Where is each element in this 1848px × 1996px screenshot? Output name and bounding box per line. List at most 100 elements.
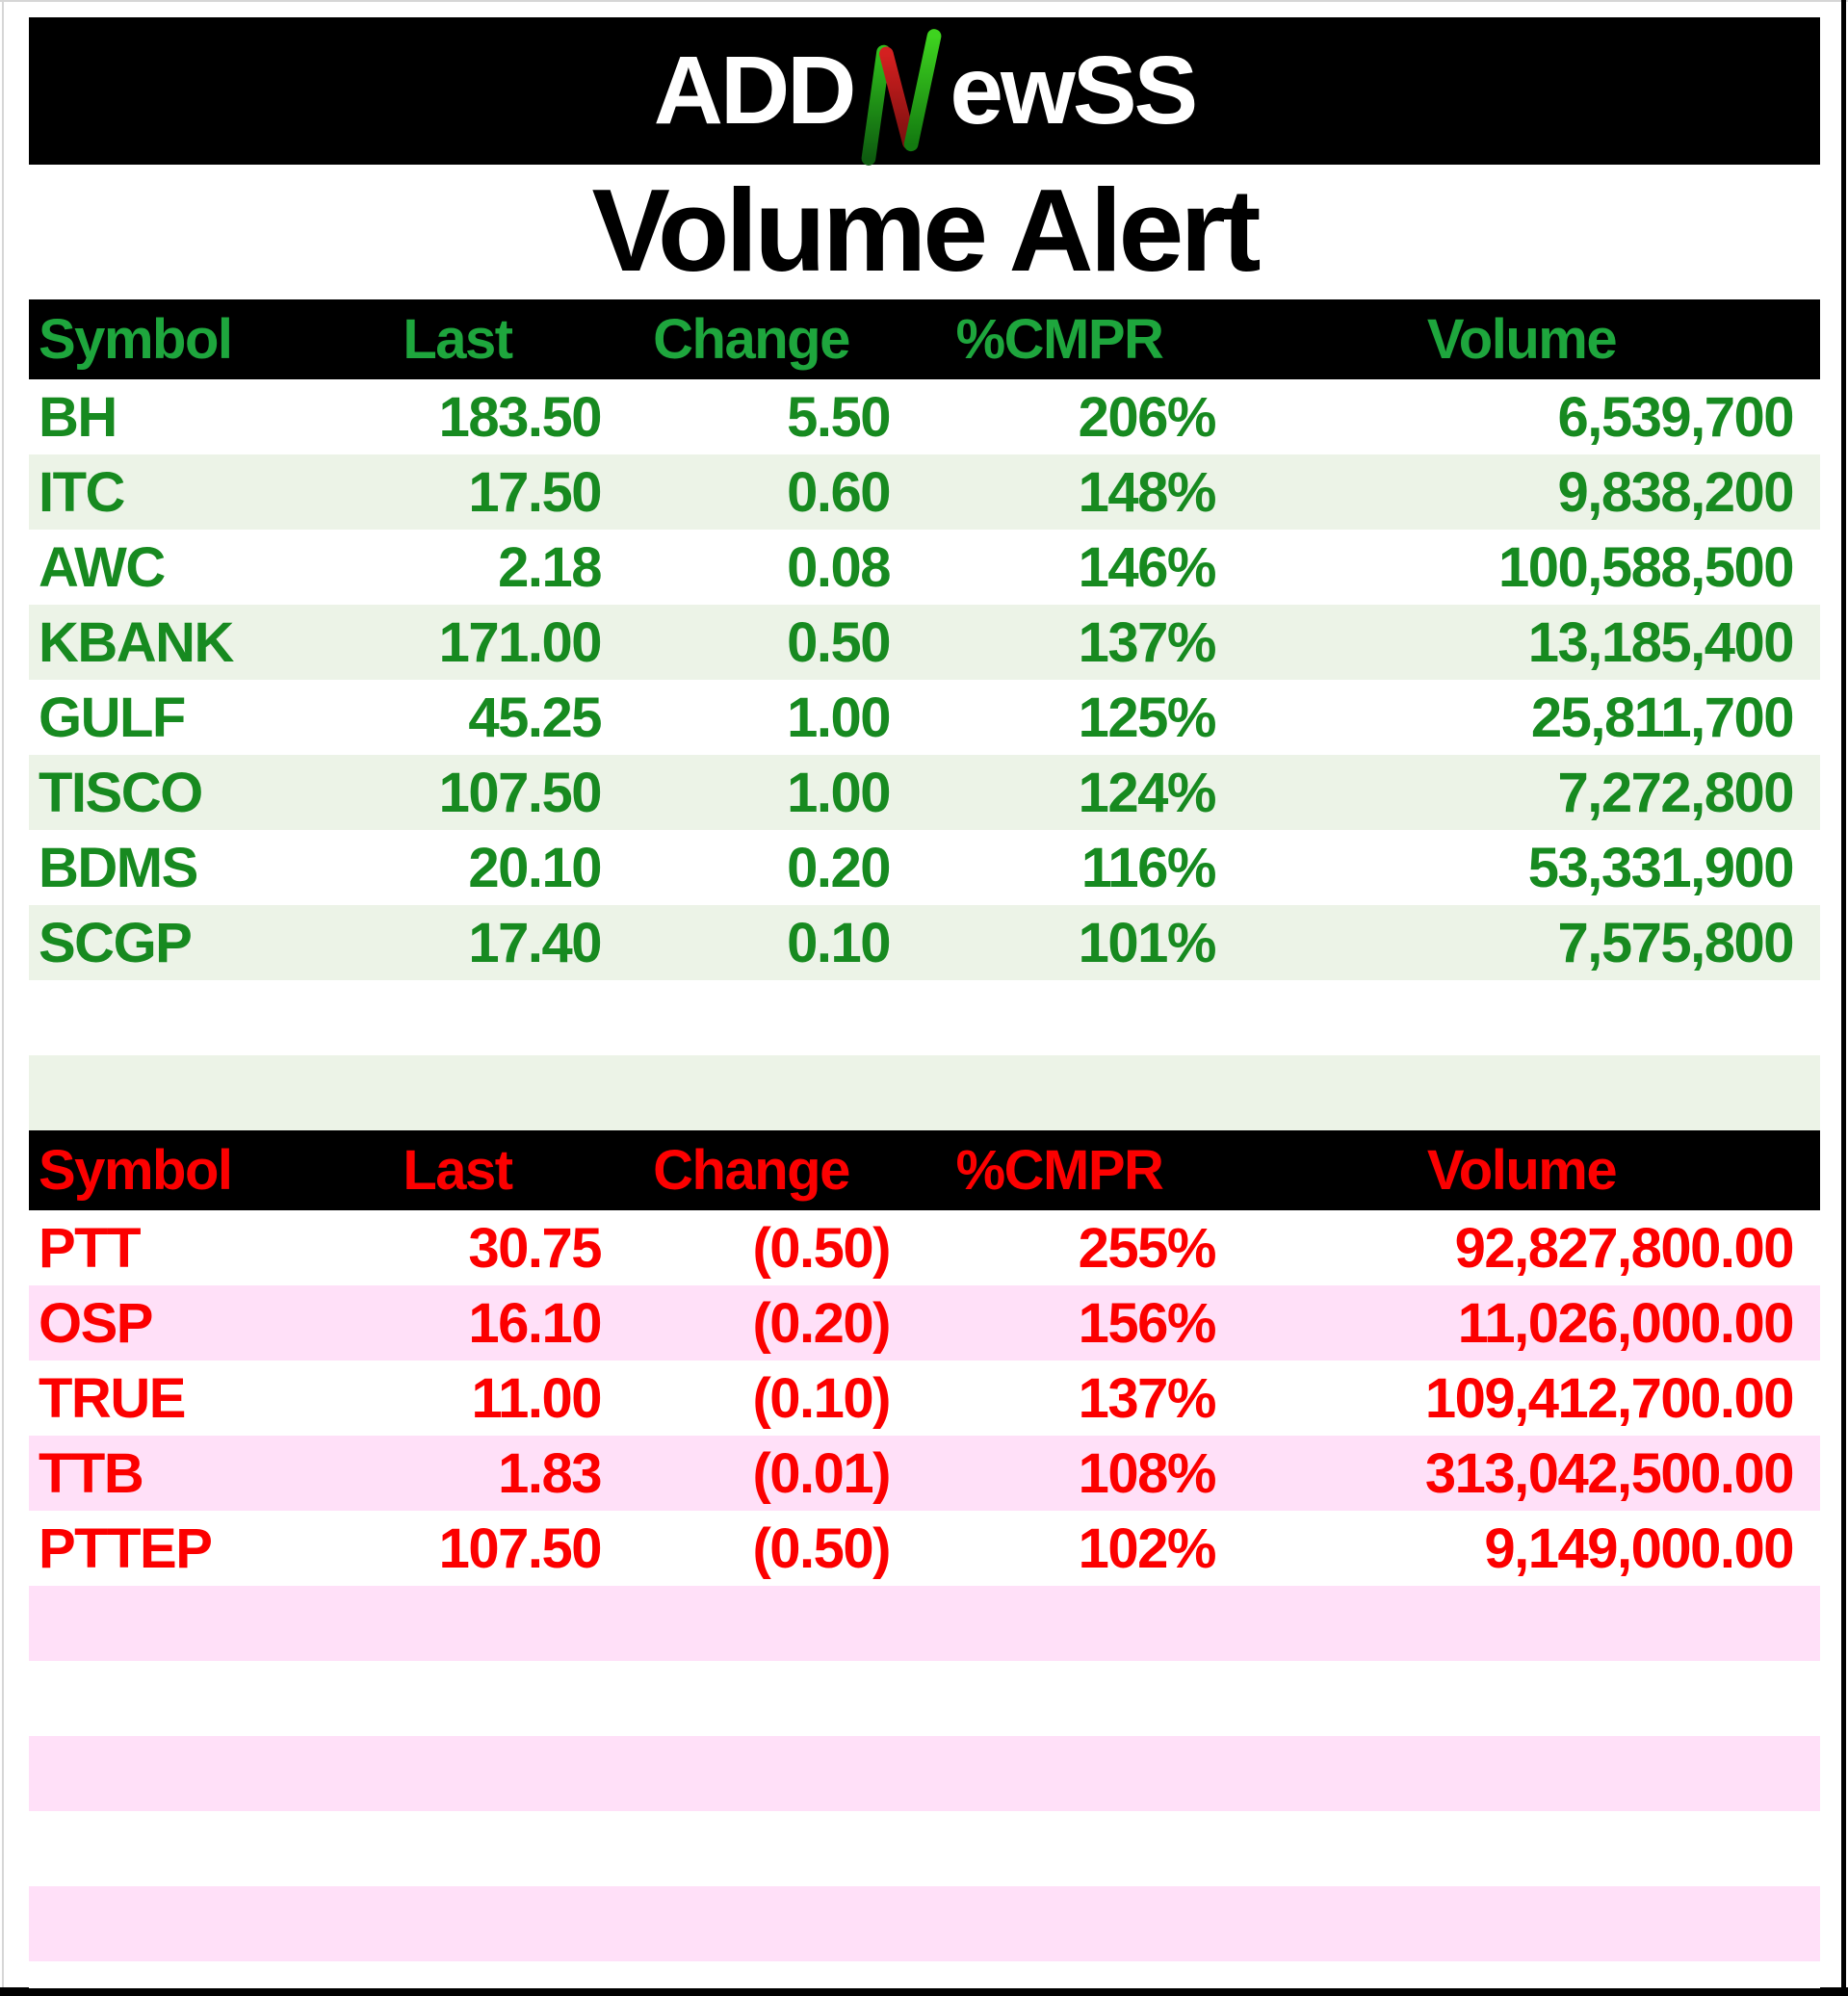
cell-last: 16.10 bbox=[468, 1291, 602, 1355]
cell-change: (0.01) bbox=[752, 1441, 891, 1505]
gainers-header-row: Symbol Last Change %CMPR Volume bbox=[29, 299, 1820, 379]
cell-cmpr: 137% bbox=[1078, 1366, 1217, 1430]
table-row: TTB 1.83 (0.01) 108% 313,042,500.00 bbox=[29, 1436, 1820, 1511]
table-row: ITC 17.50 0.60 148% 9,838,200 bbox=[29, 454, 1820, 530]
cell-symbol: TISCO bbox=[39, 761, 203, 824]
cell-volume: 9,838,200 bbox=[1557, 460, 1794, 524]
empty-cell bbox=[29, 1736, 1820, 1811]
cell-change: (0.20) bbox=[752, 1291, 891, 1355]
content: ADD bbox=[29, 17, 1820, 1988]
cell-symbol: KBANK bbox=[39, 610, 234, 674]
empty-row bbox=[29, 1811, 1820, 1886]
gainers-table: Symbol Last Change %CMPR Volume BH 183.50… bbox=[29, 299, 1820, 1130]
cell-volume: 13,185,400 bbox=[1527, 610, 1795, 674]
table-row: PTTEP 107.50 (0.50) 102% 9,149,000.00 bbox=[29, 1511, 1820, 1586]
cell-symbol: TTB bbox=[39, 1441, 144, 1505]
logo-text-prefix: ADD bbox=[653, 37, 857, 144]
cell-symbol: SCGP bbox=[39, 911, 193, 974]
table-row: TRUE 11.00 (0.10) 137% 109,412,700.00 bbox=[29, 1361, 1820, 1436]
cell-last: 20.10 bbox=[468, 836, 602, 899]
cell-volume: 53,331,900 bbox=[1527, 836, 1795, 899]
table-row: PTT 30.75 (0.50) 255% 92,827,800.00 bbox=[29, 1210, 1820, 1285]
cell-symbol: PTTEP bbox=[39, 1516, 213, 1580]
logo-n-icon bbox=[857, 25, 946, 169]
cell-symbol: OSP bbox=[39, 1291, 154, 1355]
cell-cmpr: 206% bbox=[1078, 385, 1217, 449]
cell-change: 0.60 bbox=[787, 460, 891, 524]
gainers-col-symbol: Symbol bbox=[39, 308, 233, 371]
frame-right-border bbox=[1841, 0, 1846, 1996]
table-row: AWC 2.18 0.08 146% 100,588,500 bbox=[29, 530, 1820, 605]
cell-last: 171.00 bbox=[438, 610, 603, 674]
table-row: GULF 45.25 1.00 125% 25,811,700 bbox=[29, 680, 1820, 755]
logo-bar: ADD bbox=[29, 17, 1820, 166]
cell-last: 17.50 bbox=[468, 460, 602, 524]
cell-cmpr: 124% bbox=[1078, 761, 1217, 824]
gainers-col-last: Last bbox=[403, 308, 513, 371]
empty-row bbox=[29, 1586, 1820, 1661]
gainers-col-volume: Volume bbox=[1426, 308, 1618, 371]
cell-symbol: BDMS bbox=[39, 836, 198, 899]
empty-row bbox=[29, 980, 1820, 1055]
cell-last: 107.50 bbox=[438, 761, 603, 824]
gainers-body: BH 183.50 5.50 206% 6,539,700 ITC 17.50 0.60 148… bbox=[29, 379, 1820, 1130]
cell-change: (0.50) bbox=[752, 1216, 891, 1280]
empty-cell bbox=[29, 1811, 1820, 1886]
cell-change: 0.08 bbox=[787, 535, 891, 599]
cell-last: 11.00 bbox=[471, 1366, 603, 1430]
empty-row bbox=[29, 1055, 1820, 1130]
cell-change: (0.50) bbox=[752, 1516, 891, 1580]
cell-cmpr: 108% bbox=[1078, 1441, 1217, 1505]
empty-cell bbox=[29, 1886, 1820, 1961]
cell-change: 0.20 bbox=[787, 836, 891, 899]
empty-row bbox=[29, 1886, 1820, 1961]
cell-cmpr: 125% bbox=[1078, 686, 1217, 749]
cell-change: (0.10) bbox=[752, 1366, 891, 1430]
empty-row bbox=[29, 1736, 1820, 1811]
cell-cmpr: 146% bbox=[1078, 535, 1217, 599]
cell-volume: 6,539,700 bbox=[1557, 385, 1794, 449]
losers-col-change: Change bbox=[653, 1139, 850, 1202]
cell-volume: 313,042,500.00 bbox=[1424, 1441, 1795, 1505]
cell-last: 17.40 bbox=[468, 911, 602, 974]
gainers-col-cmpr: %CMPR bbox=[955, 308, 1164, 371]
table-row: BDMS 20.10 0.20 116% 53,331,900 bbox=[29, 830, 1820, 905]
cell-volume: 11,026,000.00 bbox=[1457, 1291, 1795, 1355]
table-row: BH 183.50 5.50 206% 6,539,700 bbox=[29, 379, 1820, 454]
cell-volume: 7,272,800 bbox=[1557, 761, 1794, 824]
cell-volume: 92,827,800.00 bbox=[1454, 1216, 1795, 1280]
losers-col-volume: Volume bbox=[1426, 1139, 1618, 1202]
cell-cmpr: 156% bbox=[1078, 1291, 1217, 1355]
empty-cell bbox=[29, 980, 1820, 1055]
empty-cell bbox=[29, 1055, 1820, 1130]
tail-strip bbox=[29, 1961, 1820, 1988]
logo-text-suffix: ewSS bbox=[950, 37, 1198, 144]
cell-symbol: ITC bbox=[39, 460, 125, 524]
empty-cell bbox=[29, 1586, 1820, 1661]
table-row: KBANK 171.00 0.50 137% 13,185,400 bbox=[29, 605, 1820, 680]
losers-table: Symbol Last Change %CMPR Volume PTT 30.75… bbox=[29, 1130, 1820, 1961]
cell-change: 0.10 bbox=[787, 911, 891, 974]
cell-cmpr: 102% bbox=[1078, 1516, 1217, 1580]
cell-volume: 7,575,800 bbox=[1557, 911, 1794, 974]
page-title: Volume Alert bbox=[591, 165, 1262, 296]
table-row: OSP 16.10 (0.20) 156% 11,026,000.00 bbox=[29, 1285, 1820, 1361]
cell-change: 1.00 bbox=[787, 761, 891, 824]
losers-header-row: Symbol Last Change %CMPR Volume bbox=[29, 1130, 1820, 1210]
cell-volume: 109,412,700.00 bbox=[1424, 1366, 1795, 1430]
cell-last: 1.83 bbox=[498, 1441, 602, 1505]
cell-change: 0.50 bbox=[787, 610, 891, 674]
cell-change: 5.50 bbox=[787, 385, 891, 449]
cell-symbol: BH bbox=[39, 385, 117, 449]
losers-col-last: Last bbox=[403, 1139, 513, 1202]
empty-cell bbox=[29, 1661, 1820, 1736]
cell-cmpr: 101% bbox=[1078, 911, 1217, 974]
frame-top-border bbox=[0, 0, 1848, 2]
cell-last: 45.25 bbox=[468, 686, 602, 749]
cell-last: 107.50 bbox=[438, 1516, 603, 1580]
cell-change: 1.00 bbox=[787, 686, 891, 749]
cell-volume: 9,149,000.00 bbox=[1484, 1516, 1794, 1580]
frame-bottom-border bbox=[0, 1987, 1848, 1996]
cell-symbol: TRUE bbox=[39, 1366, 186, 1430]
